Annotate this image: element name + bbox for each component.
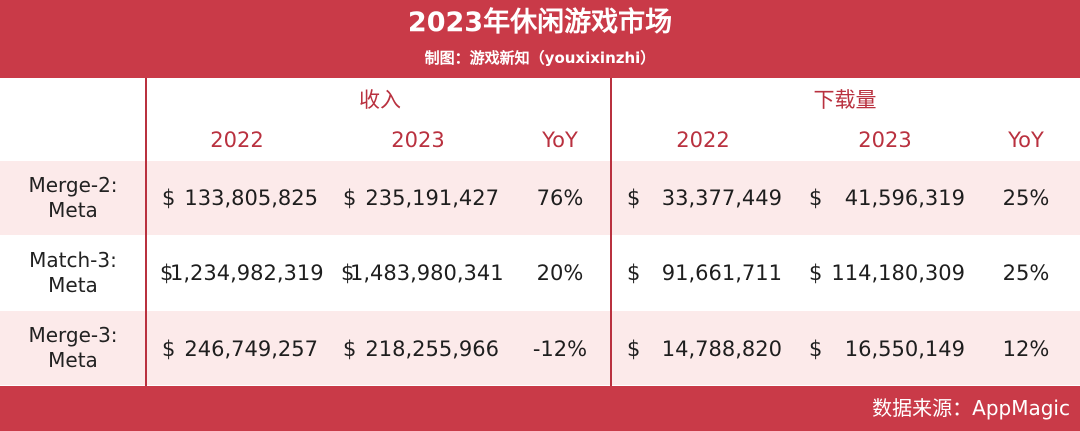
row-label: Merge-3: Meta bbox=[0, 323, 146, 373]
col-header-revenue-2023: 2023 bbox=[391, 128, 445, 152]
data-source: 数据来源：AppMagic bbox=[872, 396, 1070, 420]
downloads-2022-value: 91,661,711 bbox=[661, 261, 782, 285]
col-header-downloads-2022: 2022 bbox=[676, 128, 730, 152]
column-divider-left bbox=[145, 78, 147, 386]
downloads-2022-value: 33,377,449 bbox=[661, 186, 782, 210]
page-title: 2023年休闲游戏市场 bbox=[407, 7, 673, 38]
row-label-line1: Merge-3: bbox=[28, 323, 118, 347]
downloads-2022-value: 14,788,820 bbox=[661, 337, 782, 361]
title-banner: 2023年休闲游戏市场 制图：游戏新知（youxixinzhi） bbox=[0, 0, 1080, 78]
row-label-line2: Meta bbox=[48, 198, 98, 222]
downloads-yoy-value: 12% bbox=[1002, 337, 1050, 361]
currency-symbol: $ bbox=[627, 261, 641, 285]
col-header-downloads-2023: 2023 bbox=[858, 128, 912, 152]
revenue-yoy-value: -12% bbox=[532, 337, 588, 361]
source-footer: 数据来源：AppMagic bbox=[0, 386, 1080, 431]
currency-symbol: $ bbox=[809, 337, 823, 361]
revenue-2022-value: 133,805,825 bbox=[184, 186, 318, 210]
currency-symbol: $ bbox=[162, 186, 176, 210]
currency-symbol: $ bbox=[809, 261, 823, 285]
downloads-2023-value: 41,596,319 bbox=[844, 186, 965, 210]
currency-symbol: $ bbox=[809, 186, 823, 210]
currency-symbol: $ bbox=[343, 186, 357, 210]
row-label-line1: Merge-2: bbox=[28, 173, 118, 197]
col-header-revenue-2022: 2022 bbox=[210, 128, 264, 152]
currency-symbol: $ bbox=[627, 337, 641, 361]
currency-symbol: $ bbox=[627, 186, 641, 210]
revenue-2023-value: 218,255,966 bbox=[365, 337, 499, 361]
column-divider-middle bbox=[610, 78, 612, 386]
row-band-1 bbox=[0, 161, 1080, 235]
page-subtitle: 制图：游戏新知（youxixinzhi） bbox=[424, 49, 656, 67]
row-label-line2: Meta bbox=[48, 348, 98, 372]
revenue-2023-value: 235,191,427 bbox=[365, 186, 499, 210]
row-label: Match-3: Meta bbox=[0, 248, 146, 298]
downloads-yoy-value: 25% bbox=[1002, 186, 1050, 210]
currency-symbol: $ bbox=[341, 261, 355, 285]
currency-symbol: $ bbox=[162, 337, 176, 361]
row-label-line1: Match-3: bbox=[29, 248, 117, 272]
row-label: Merge-2: Meta bbox=[0, 173, 146, 223]
downloads-yoy-value: 25% bbox=[1002, 261, 1050, 285]
downloads-2023-value: 16,550,149 bbox=[844, 337, 965, 361]
revenue-yoy-value: 76% bbox=[536, 186, 584, 210]
downloads-2023-value: 114,180,309 bbox=[831, 261, 965, 285]
group-header-downloads: 下载量 bbox=[813, 88, 877, 112]
revenue-2022-value: 246,749,257 bbox=[184, 337, 318, 361]
currency-symbol: $ bbox=[160, 261, 174, 285]
col-header-downloads-yoy: YoY bbox=[1008, 128, 1044, 152]
group-header-revenue: 收入 bbox=[359, 88, 401, 112]
revenue-2023-value: 1,483,980,341 bbox=[350, 261, 504, 285]
col-header-revenue-yoy: YoY bbox=[542, 128, 578, 152]
row-label-line2: Meta bbox=[48, 273, 98, 297]
currency-symbol: $ bbox=[343, 337, 357, 361]
row-band-3 bbox=[0, 311, 1080, 385]
revenue-yoy-value: 20% bbox=[536, 261, 584, 285]
revenue-2022-value: 1,234,982,319 bbox=[170, 261, 324, 285]
